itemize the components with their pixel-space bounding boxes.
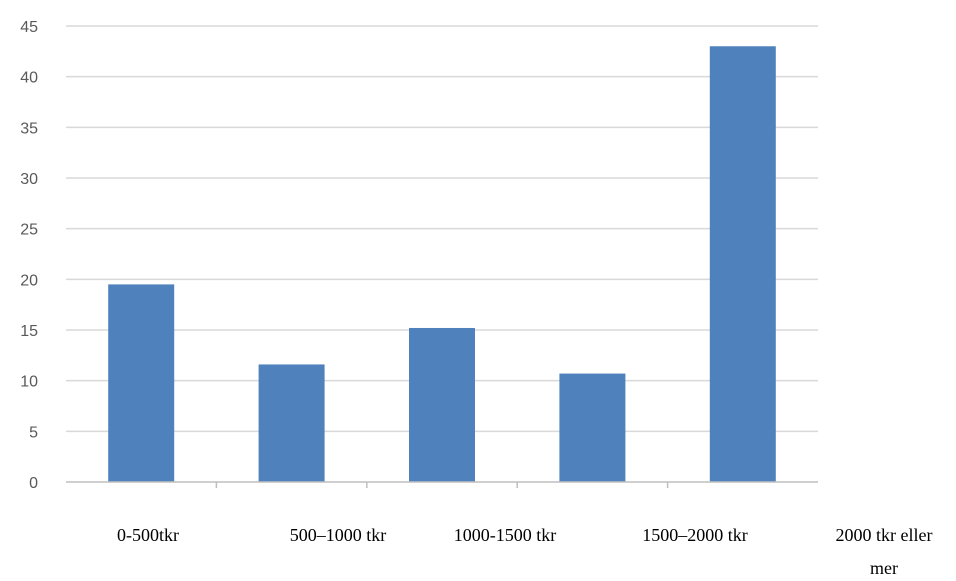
y-tick-label: 40 bbox=[20, 70, 38, 87]
x-category-label-line: 500–1000 tkr bbox=[290, 525, 387, 545]
x-category-label: 1000-1500 tkr bbox=[454, 525, 557, 545]
y-tick-label: 45 bbox=[20, 19, 38, 36]
x-category-label-line: 1500–2000 tkr bbox=[642, 525, 748, 545]
x-axis bbox=[66, 481, 818, 488]
y-tick-label: 0 bbox=[29, 475, 38, 492]
x-category-label: 1500–2000 tkr bbox=[642, 525, 748, 545]
bars bbox=[108, 46, 776, 483]
x-category-label: 2000 tkr eller mer bbox=[836, 525, 933, 578]
x-category-label-line: 0-500tkr bbox=[117, 525, 179, 545]
x-category-label-line: 1000-1500 tkr bbox=[454, 525, 557, 545]
x-category-label: 0-500tkr bbox=[117, 525, 179, 545]
x-category-label: 500–1000 tkr bbox=[290, 525, 387, 545]
x-category-label-line: 2000 tkr eller bbox=[836, 525, 933, 545]
y-tick-label: 25 bbox=[20, 222, 38, 239]
bar bbox=[258, 364, 325, 482]
y-tick-label: 20 bbox=[20, 272, 38, 289]
y-tick-label: 10 bbox=[20, 374, 38, 391]
x-axis-category-labels: 0-500tkr 500–1000 tkr 1000-1500 tkr 1500–20… bbox=[117, 525, 932, 578]
bar bbox=[709, 46, 776, 483]
bar bbox=[409, 327, 475, 482]
y-tick-label: 30 bbox=[20, 171, 38, 188]
y-tick-label: 5 bbox=[29, 424, 38, 441]
bar bbox=[559, 373, 626, 482]
bar bbox=[108, 284, 175, 482]
y-axis-tick-labels: 0 5 10 15 20 25 30 35 40 45 bbox=[20, 19, 38, 492]
x-category-label-line: mer bbox=[870, 558, 898, 578]
gridlines bbox=[66, 25, 818, 433]
y-tick-label: 15 bbox=[20, 323, 38, 340]
y-tick-label: 35 bbox=[20, 120, 38, 137]
